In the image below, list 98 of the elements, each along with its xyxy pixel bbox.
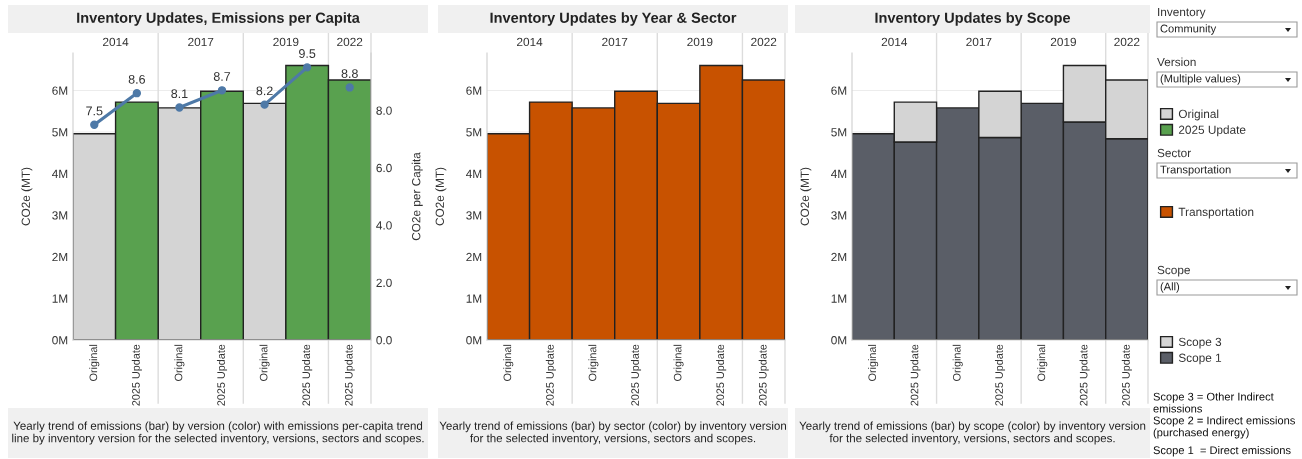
- y2-tick-label: 0.0: [376, 336, 392, 345]
- point: [260, 100, 269, 109]
- data-label: 8.1: [171, 89, 188, 99]
- text: Yearly trend of emissions (bar) by version (color) with emissions per-capita trend line by inventory version for the selected inventory, versions, sectors and scopes.: [12, 421, 424, 445]
- x-tick-label: Original: [673, 344, 684, 381]
- point: [175, 103, 184, 112]
- point: [132, 89, 142, 98]
- point: [217, 86, 227, 95]
- y-tick-label: 4M: [466, 169, 482, 178]
- y-tick-label: 2M: [831, 252, 847, 262]
- text: 2017: [602, 37, 628, 47]
- y2-tick-label: 2.0: [376, 278, 392, 287]
- data-label: 8.8: [341, 69, 358, 79]
- x-tick-label: 2025 Update: [1121, 344, 1132, 406]
- y-tick-label: 2M: [52, 252, 68, 262]
- x-tick-label: 2025 Update: [994, 344, 1006, 406]
- text: 2014: [881, 37, 908, 47]
- x-tick-label: 2025 Update: [131, 344, 142, 406]
- text: Yearly trend of emissions (bar) by sector (color) by inventory version for the selected inventory, versions, sectors and scopes.: [439, 421, 786, 445]
- data-label: 9.5: [299, 49, 316, 58]
- y-tick-label: 3M: [831, 211, 847, 220]
- y-tick-label: 5M: [52, 128, 68, 137]
- y2-tick-label: 4.0: [376, 221, 392, 230]
- x-tick-label: 2025 Update: [545, 344, 556, 406]
- text: Version: [1157, 57, 1196, 67]
- x-tick-label: Original: [259, 344, 270, 381]
- legend-label: 2025 Update: [1178, 125, 1246, 137]
- text: Scope 2 = Indirect emissions (purchased energy): [1153, 416, 1295, 439]
- text: Transportation: [1160, 165, 1231, 176]
- text: 2019: [687, 37, 713, 47]
- x-tick-label: Original: [503, 344, 514, 381]
- legend-label: Original: [1178, 109, 1219, 121]
- x-tick-label: 2025 Update: [758, 344, 769, 406]
- y-axis-title: CO2e (MT): [800, 167, 812, 226]
- y2-axis-title: CO2e per Capita: [411, 152, 423, 241]
- text: 2017: [188, 37, 214, 47]
- x-tick-label: Original: [89, 344, 100, 381]
- x-tick-label: 2025 Update: [716, 344, 727, 406]
- x-tick-label: 2025 Update: [216, 344, 228, 406]
- data-label: 8.7: [213, 72, 231, 81]
- y-tick-label: 3M: [52, 211, 68, 220]
- y-tick-label: 0M: [466, 336, 482, 345]
- y-tick-label: 6M: [831, 86, 847, 95]
- y-tick-label: 6M: [52, 86, 68, 95]
- x-tick-label: 2025 Update: [344, 344, 355, 406]
- y-tick-label: 5M: [831, 128, 847, 137]
- x-tick-label: 2025 Update: [1079, 344, 1090, 406]
- data-label: 8.6: [128, 74, 145, 84]
- y-tick-label: 2M: [466, 252, 482, 262]
- point: [302, 63, 312, 72]
- y-tick-label: 0M: [52, 336, 68, 345]
- y-axis-title: CO2e (MT): [435, 167, 447, 226]
- y-tick-label: 6M: [466, 86, 482, 95]
- point: [90, 120, 99, 129]
- x-tick-label: Original: [952, 344, 963, 381]
- x-tick-label: 2025 Update: [302, 344, 313, 406]
- x-tick-label: Original: [1037, 344, 1048, 381]
- text: 2022: [751, 37, 777, 47]
- text: (All): [1160, 282, 1180, 293]
- text: Scope 3 = Other Indirect emissions: [1153, 392, 1274, 413]
- text: Sector: [1157, 148, 1191, 158]
- y-tick-label: 4M: [52, 169, 68, 178]
- y-tick-label: 0M: [831, 336, 847, 345]
- text: Scope: [1157, 265, 1190, 277]
- x-tick-label: 2025 Update: [630, 344, 642, 406]
- x-tick-label: Original: [588, 344, 599, 381]
- y-tick-label: 4M: [831, 169, 847, 178]
- text: Transportation: [1178, 207, 1254, 219]
- y2-tick-label: 6.0: [376, 163, 392, 173]
- x-tick-label: Original: [868, 344, 879, 381]
- text: 2017: [966, 37, 992, 47]
- y-tick-label: 5M: [466, 128, 482, 137]
- chart-title: Inventory Updates, Emissions per Capita: [77, 12, 360, 26]
- chart-title: Inventory Updates by Year & Sector: [490, 12, 737, 26]
- x-tick-label: Original: [174, 344, 185, 381]
- legend-label: Scope 1: [1178, 353, 1222, 365]
- text: Community: [1160, 24, 1217, 35]
- text: 2022: [337, 37, 363, 47]
- text: 2019: [273, 37, 299, 47]
- y2-tick-label: 8.0: [376, 106, 392, 115]
- text: Yearly trend of emissions (bar) by scope (color) by inventory version for the selected inventory, versions, sectors and scopes.: [799, 421, 1146, 445]
- chart-title: Inventory Updates by Scope: [875, 12, 1071, 26]
- data-label: 7.5: [86, 106, 103, 116]
- x-tick-label: 2025 Update: [910, 344, 921, 406]
- text: Scope 1 = Direct emissions: [1153, 446, 1291, 457]
- text: 2014: [103, 37, 129, 47]
- y-tick-label: 1M: [831, 294, 847, 303]
- data-label: 8.2: [256, 86, 273, 96]
- text: Inventory: [1158, 7, 1206, 19]
- text: 2019: [1050, 37, 1076, 47]
- y-tick-label: 1M: [52, 294, 68, 303]
- text: 2014: [517, 37, 543, 47]
- y-axis-title: CO2e (MT): [21, 167, 33, 226]
- text: 2022: [1114, 37, 1140, 47]
- y-tick-label: 1M: [466, 294, 482, 303]
- legend-label: Scope 3: [1178, 337, 1222, 349]
- text: (Multiple values): [1160, 74, 1241, 85]
- y-tick-label: 3M: [466, 211, 482, 220]
